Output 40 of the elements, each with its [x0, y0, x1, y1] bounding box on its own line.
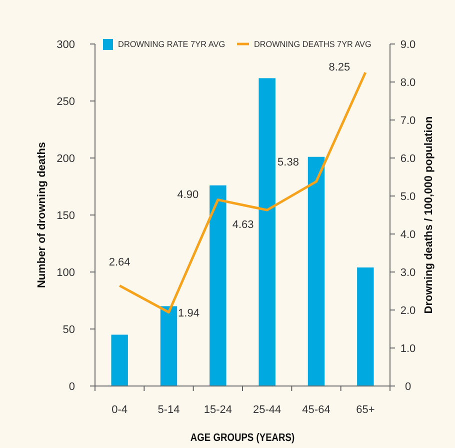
- y2-tick-label: 9.0: [400, 38, 416, 51]
- bar: [210, 185, 226, 386]
- y2-tick-label: 8.0: [400, 76, 416, 89]
- x-axis-title: AGE GROUPS (YEARS): [190, 432, 295, 444]
- data-label: 8.25: [328, 62, 350, 74]
- legend-label: DROWNING DEATHS 7YR AVG: [254, 38, 376, 49]
- data-label: 4.63: [232, 219, 254, 232]
- y2-tick-label: 5.0: [400, 190, 416, 203]
- y2-tick-label: 7.0: [400, 114, 416, 127]
- y-tick-label: 250: [56, 96, 75, 108]
- y2-tick-label: 4.0: [400, 228, 416, 241]
- data-label: 4.90: [177, 188, 199, 201]
- bar: [357, 267, 374, 386]
- y2-tick-label: 0: [404, 380, 412, 393]
- y2-tick-label: 3.0: [400, 266, 416, 279]
- data-label: 2.64: [108, 256, 130, 269]
- y-tick-label: 50: [62, 324, 75, 336]
- y2-tick-label: 1.0: [400, 342, 416, 355]
- bar: [111, 334, 128, 386]
- bar: [308, 156, 325, 386]
- y-tick-label: 100: [56, 266, 75, 279]
- y2-axis-title: Drowning deaths / 100,000 population: [423, 116, 435, 314]
- bar: [160, 306, 178, 386]
- x-tick-label: 45-64: [302, 404, 330, 416]
- y-axis-title: Number of drowning deaths: [36, 142, 48, 288]
- x-tick-label: 25-44: [253, 404, 282, 416]
- y-tick-label: 150: [56, 210, 75, 222]
- y2-tick-label: 2.0: [400, 304, 416, 317]
- x-tick-label: 15-24: [204, 404, 232, 416]
- data-label: 5.38: [278, 156, 299, 169]
- y-tick-label: 200: [56, 152, 75, 165]
- bar: [258, 78, 276, 386]
- y2-tick-label: 6.0: [400, 152, 416, 165]
- x-tick-label: 5-14: [158, 404, 180, 416]
- x-tick-label: 65+: [356, 404, 375, 416]
- y-tick-label: 0: [68, 380, 75, 393]
- y-tick-label: 300: [56, 38, 75, 51]
- x-tick-label: 0-4: [112, 404, 128, 416]
- data-label: 1.94: [178, 307, 200, 320]
- legend-label: DROWNING RATE 7YR AVG: [118, 38, 229, 49]
